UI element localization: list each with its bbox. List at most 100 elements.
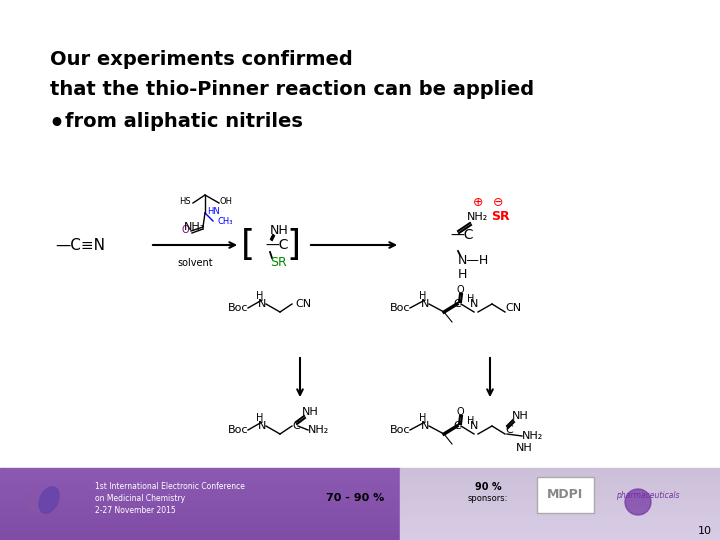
Text: NH: NH xyxy=(516,443,533,453)
Bar xyxy=(400,514,720,515)
Bar xyxy=(0,511,400,512)
Bar xyxy=(400,498,720,499)
Bar xyxy=(0,502,400,503)
Bar xyxy=(400,507,720,508)
Text: C: C xyxy=(453,299,461,309)
Bar xyxy=(400,508,720,509)
Bar xyxy=(400,471,720,472)
Text: 2-27 November 2015: 2-27 November 2015 xyxy=(95,506,176,515)
Bar xyxy=(0,509,400,510)
Bar xyxy=(0,499,400,500)
Bar xyxy=(400,521,720,522)
Text: N: N xyxy=(258,299,266,309)
Ellipse shape xyxy=(39,487,59,513)
Bar xyxy=(0,492,400,493)
Bar xyxy=(0,498,400,499)
Bar xyxy=(0,537,400,538)
Bar xyxy=(0,484,400,485)
Bar xyxy=(400,515,720,516)
Bar xyxy=(0,478,400,479)
Bar xyxy=(400,487,720,488)
Bar xyxy=(0,531,400,532)
Text: —C≡N: —C≡N xyxy=(55,238,105,253)
Bar xyxy=(0,510,400,511)
Bar xyxy=(400,520,720,521)
Bar xyxy=(0,473,400,474)
Bar xyxy=(400,527,720,528)
Bar xyxy=(0,525,400,526)
Bar xyxy=(400,524,720,525)
Bar xyxy=(0,516,400,517)
Text: CH₃: CH₃ xyxy=(218,217,233,226)
Bar xyxy=(0,533,400,534)
Text: Boc: Boc xyxy=(228,425,248,435)
Text: Boc: Boc xyxy=(228,303,248,313)
Bar xyxy=(400,468,720,469)
Text: SR: SR xyxy=(270,256,287,269)
Bar xyxy=(400,526,720,527)
Bar xyxy=(0,535,400,536)
Bar xyxy=(0,472,400,473)
Bar xyxy=(400,495,720,496)
Bar xyxy=(0,512,400,513)
Bar xyxy=(0,491,400,492)
Bar xyxy=(400,516,720,517)
Bar xyxy=(0,538,400,539)
Text: N: N xyxy=(470,299,478,309)
Bar xyxy=(400,476,720,477)
Text: —C: —C xyxy=(265,238,289,252)
Bar xyxy=(0,475,400,476)
Bar xyxy=(400,469,720,470)
Bar xyxy=(400,538,720,539)
Bar xyxy=(0,523,400,524)
Bar xyxy=(0,469,400,470)
Bar xyxy=(400,523,720,524)
Bar xyxy=(0,534,400,535)
Text: Boc: Boc xyxy=(390,303,410,313)
Text: N: N xyxy=(420,421,429,431)
Text: •: • xyxy=(48,112,64,136)
Text: ⊖: ⊖ xyxy=(492,197,503,210)
Bar xyxy=(0,504,400,505)
Text: NH₂: NH₂ xyxy=(522,431,544,441)
Bar xyxy=(400,493,720,494)
Bar xyxy=(400,517,720,518)
Bar xyxy=(400,504,720,505)
Ellipse shape xyxy=(25,487,45,513)
Bar xyxy=(0,520,400,521)
Text: 1st International Electronic Conference: 1st International Electronic Conference xyxy=(95,482,245,491)
Bar xyxy=(400,512,720,513)
Bar xyxy=(400,505,720,506)
Text: HN: HN xyxy=(207,207,220,217)
Bar xyxy=(400,482,720,483)
Bar xyxy=(400,475,720,476)
Bar xyxy=(400,522,720,523)
Bar xyxy=(0,489,400,490)
Text: that the thio-Pinner reaction can be applied: that the thio-Pinner reaction can be app… xyxy=(50,80,534,99)
Bar xyxy=(0,487,400,488)
Bar xyxy=(0,496,400,497)
Text: H: H xyxy=(458,268,467,281)
Text: 10: 10 xyxy=(698,526,712,536)
Bar xyxy=(400,492,720,493)
Bar xyxy=(400,506,720,507)
Bar xyxy=(400,472,720,473)
Bar xyxy=(0,501,400,502)
Bar xyxy=(0,482,400,483)
Bar xyxy=(0,518,400,519)
Bar xyxy=(0,488,400,489)
Bar xyxy=(0,474,400,475)
Bar xyxy=(400,528,720,529)
Bar xyxy=(400,497,720,498)
Bar xyxy=(0,486,400,487)
Text: C: C xyxy=(505,425,513,435)
Text: NH₂: NH₂ xyxy=(467,212,489,222)
Bar xyxy=(400,477,720,478)
Text: N: N xyxy=(258,421,266,431)
Bar xyxy=(400,486,720,487)
Bar xyxy=(400,481,720,482)
Bar xyxy=(0,480,400,481)
Bar xyxy=(0,515,400,516)
Bar xyxy=(0,532,400,533)
Text: H: H xyxy=(419,291,427,301)
